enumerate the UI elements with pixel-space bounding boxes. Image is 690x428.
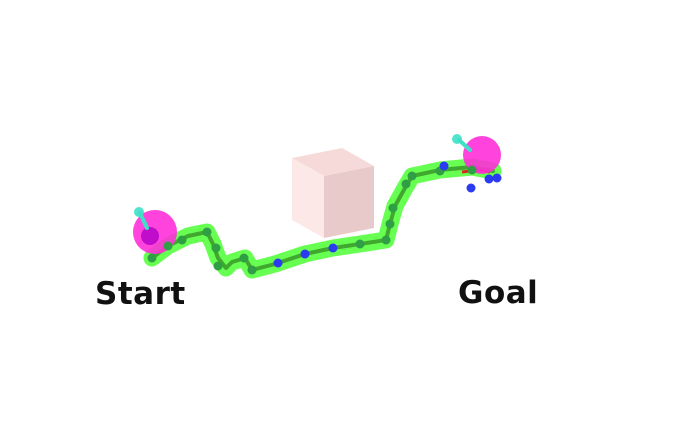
start-label: Start: [95, 276, 186, 312]
waypoint-dot: [439, 161, 449, 171]
waypoint-dot: [202, 227, 212, 237]
waypoint-dot: [467, 165, 477, 175]
obstacle-cube-icon: [292, 148, 374, 238]
waypoint-dot: [211, 243, 221, 253]
waypoint-dot: [401, 179, 411, 189]
waypoint-dot: [213, 261, 223, 271]
waypoint-dot: [273, 258, 283, 268]
waypoint-dot: [466, 183, 476, 193]
waypoint-dot: [388, 203, 398, 213]
goal-robot-icon: [452, 134, 501, 174]
waypoint-dot: [484, 174, 494, 184]
waypoints: [147, 161, 502, 275]
waypoint-dot: [385, 219, 395, 229]
waypoint-dot: [247, 265, 257, 275]
waypoint-dot: [492, 173, 502, 183]
goal-label: Goal: [458, 275, 539, 311]
waypoint-dot: [300, 249, 310, 259]
waypoint-dot: [177, 235, 187, 245]
waypoint-dot: [407, 171, 417, 181]
waypoint-dot: [163, 241, 173, 251]
waypoint-dot: [239, 253, 249, 263]
waypoint-dot: [381, 235, 391, 245]
waypoint-dot: [355, 239, 365, 249]
waypoint-dot: [147, 253, 157, 263]
waypoint-dot: [328, 243, 338, 253]
